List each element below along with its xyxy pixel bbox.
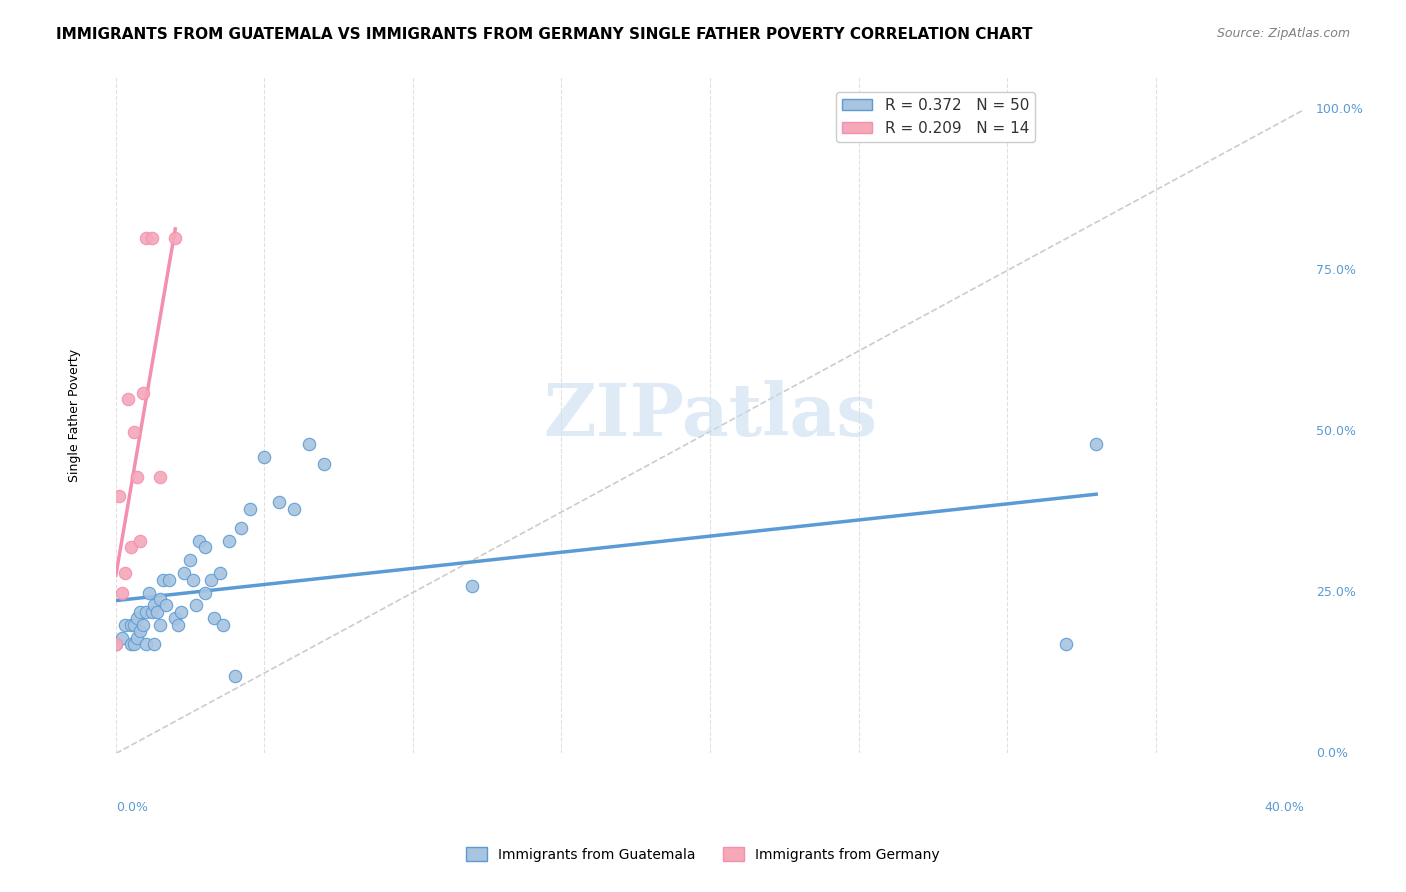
Text: ZIPatlas: ZIPatlas: [543, 380, 877, 451]
Point: [135, 605, 157, 619]
Point: [298, 437, 321, 451]
Point: [104, 637, 127, 651]
Point: [114, 617, 136, 632]
Point: [141, 231, 163, 245]
Text: 0.0%: 0.0%: [1316, 747, 1348, 760]
Point: [122, 425, 145, 439]
Text: 100.0%: 100.0%: [1316, 103, 1364, 116]
Point: [111, 585, 134, 599]
Legend: Immigrants from Guatemala, Immigrants from Germany: Immigrants from Guatemala, Immigrants fr…: [461, 841, 945, 867]
Text: Single Father Poverty: Single Father Poverty: [67, 349, 80, 482]
Point: [120, 541, 142, 555]
Text: 75.0%: 75.0%: [1316, 264, 1355, 277]
Point: [125, 469, 148, 483]
Point: [149, 469, 172, 483]
Point: [135, 637, 157, 651]
Point: [229, 521, 252, 535]
Point: [155, 599, 177, 613]
Point: [200, 573, 222, 587]
Point: [181, 573, 204, 587]
Text: 25.0%: 25.0%: [1316, 586, 1355, 599]
Point: [120, 637, 142, 651]
Point: [149, 591, 172, 606]
Point: [143, 599, 166, 613]
Legend: R = 0.372   N = 50, R = 0.209   N = 14: R = 0.372 N = 50, R = 0.209 N = 14: [835, 92, 1035, 142]
Point: [131, 617, 153, 632]
Point: [135, 231, 157, 245]
Point: [194, 585, 217, 599]
Point: [202, 611, 225, 625]
Point: [312, 457, 335, 471]
Point: [157, 573, 180, 587]
Point: [283, 501, 305, 516]
Point: [461, 579, 484, 593]
Point: [122, 617, 145, 632]
Point: [122, 637, 145, 651]
Text: 0.0%: 0.0%: [115, 801, 148, 814]
Point: [194, 541, 217, 555]
Point: [173, 566, 195, 581]
Point: [167, 617, 190, 632]
Point: [1085, 437, 1108, 451]
Point: [120, 617, 142, 632]
Text: 50.0%: 50.0%: [1316, 425, 1355, 438]
Point: [208, 566, 231, 581]
Point: [125, 631, 148, 645]
Point: [152, 573, 174, 587]
Point: [184, 599, 207, 613]
Point: [108, 489, 131, 503]
Point: [269, 495, 291, 509]
Point: [165, 231, 187, 245]
Point: [218, 534, 240, 549]
Point: [128, 624, 150, 639]
Point: [238, 501, 260, 516]
Point: [170, 605, 193, 619]
Point: [111, 631, 134, 645]
Point: [211, 617, 233, 632]
Point: [253, 450, 276, 465]
Point: [117, 392, 139, 407]
Point: [1056, 637, 1078, 651]
Point: [179, 553, 201, 567]
Point: [131, 385, 153, 400]
Point: [125, 611, 148, 625]
Point: [224, 669, 246, 683]
Point: [114, 566, 136, 581]
Point: [165, 611, 187, 625]
Point: [188, 534, 211, 549]
Text: Source: ZipAtlas.com: Source: ZipAtlas.com: [1216, 27, 1350, 40]
Point: [104, 637, 127, 651]
Text: 40.0%: 40.0%: [1264, 801, 1305, 814]
Point: [146, 605, 169, 619]
Point: [128, 605, 150, 619]
Point: [141, 605, 163, 619]
Point: [128, 534, 150, 549]
Point: [138, 585, 160, 599]
Point: [143, 637, 166, 651]
Point: [149, 617, 172, 632]
Text: IMMIGRANTS FROM GUATEMALA VS IMMIGRANTS FROM GERMANY SINGLE FATHER POVERTY CORRE: IMMIGRANTS FROM GUATEMALA VS IMMIGRANTS …: [56, 27, 1033, 42]
